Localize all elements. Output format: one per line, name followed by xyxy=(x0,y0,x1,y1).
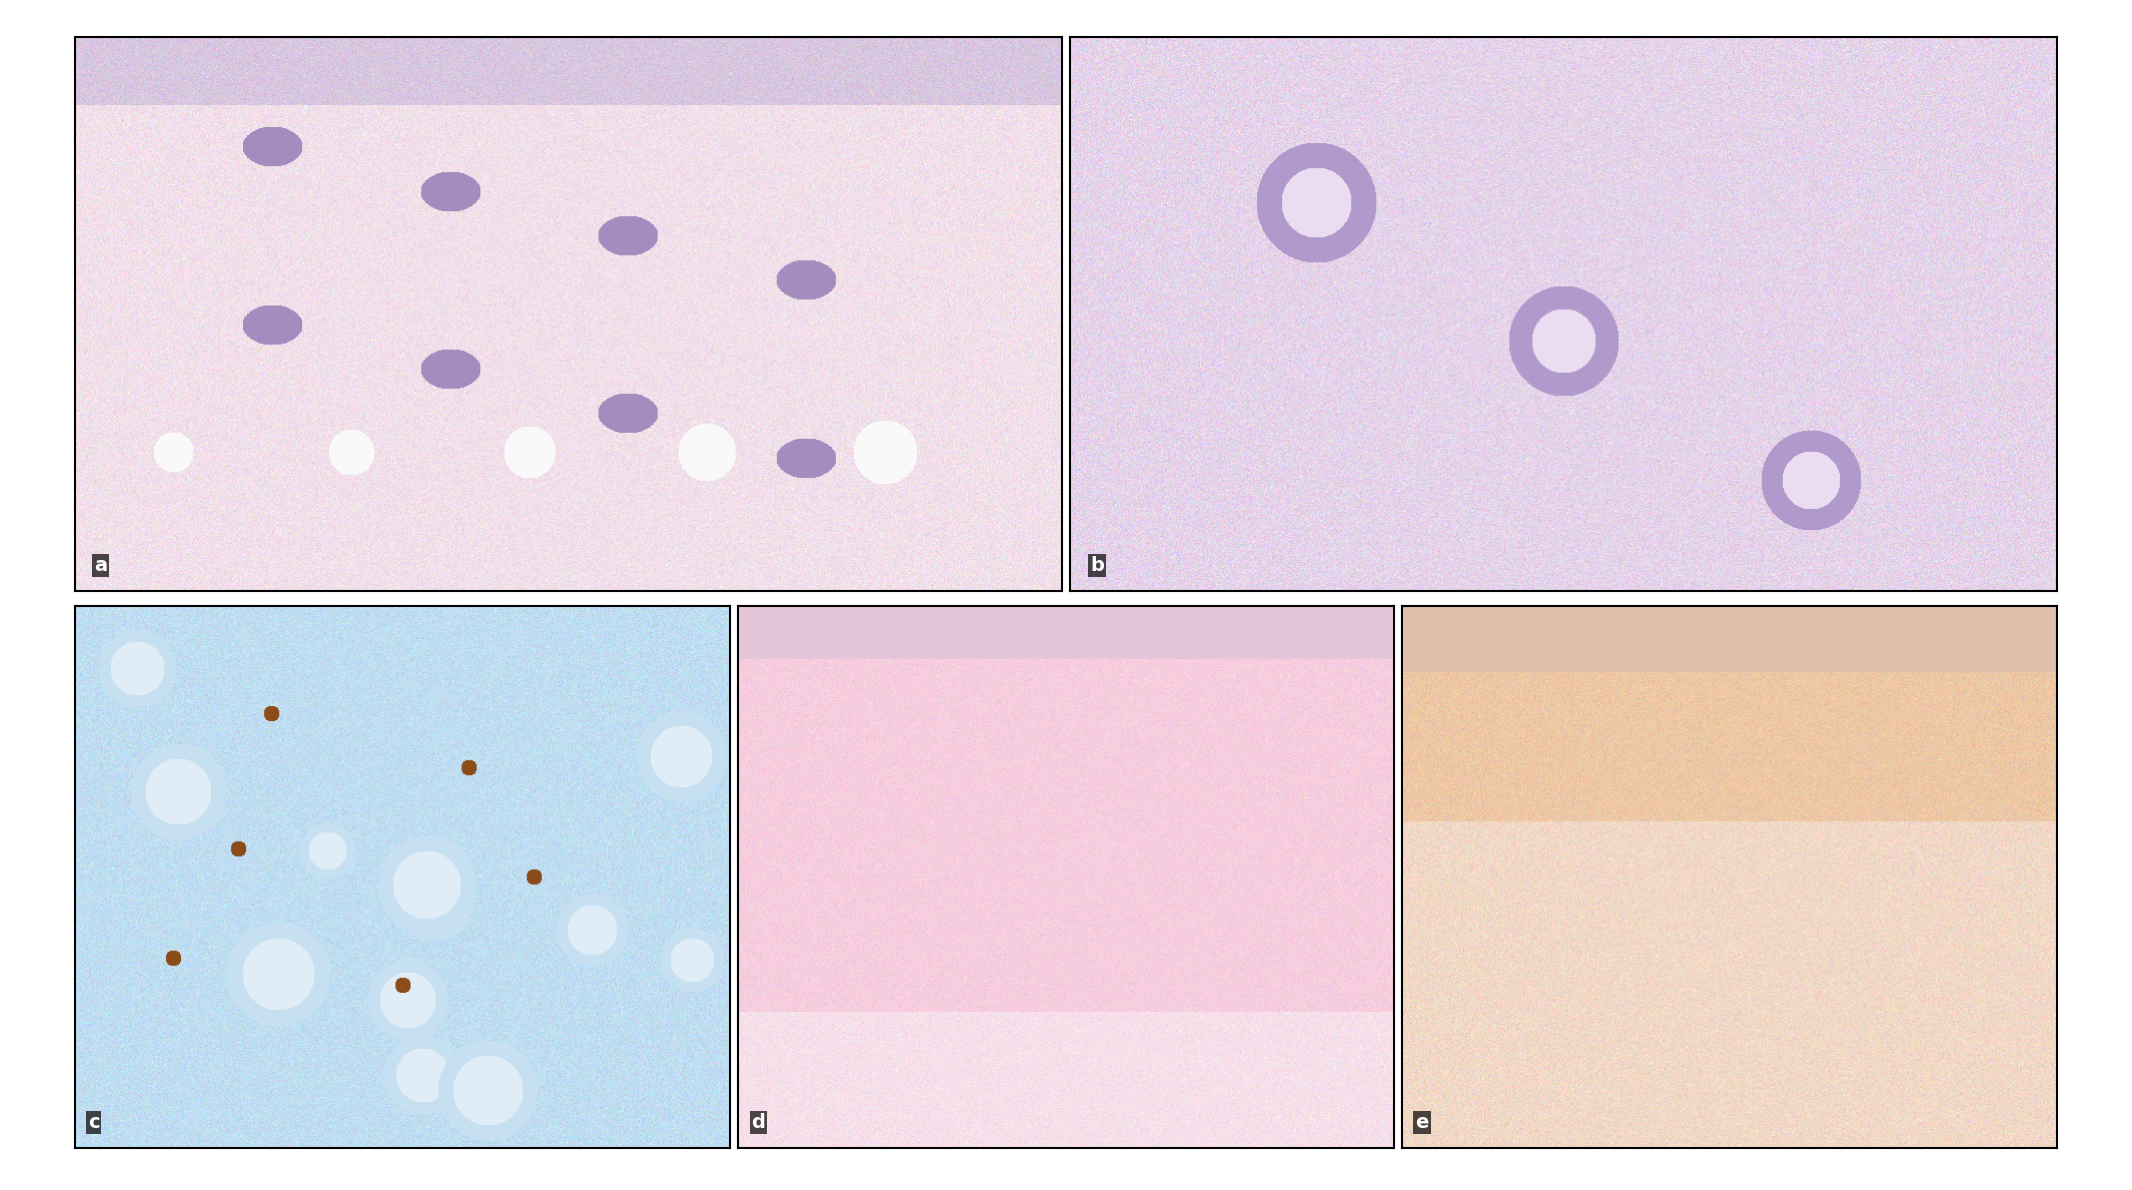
Text: a: a xyxy=(94,556,107,575)
Text: c: c xyxy=(87,1113,100,1132)
Text: e: e xyxy=(1416,1113,1428,1132)
Text: b: b xyxy=(1089,556,1104,575)
Text: d: d xyxy=(750,1113,765,1132)
